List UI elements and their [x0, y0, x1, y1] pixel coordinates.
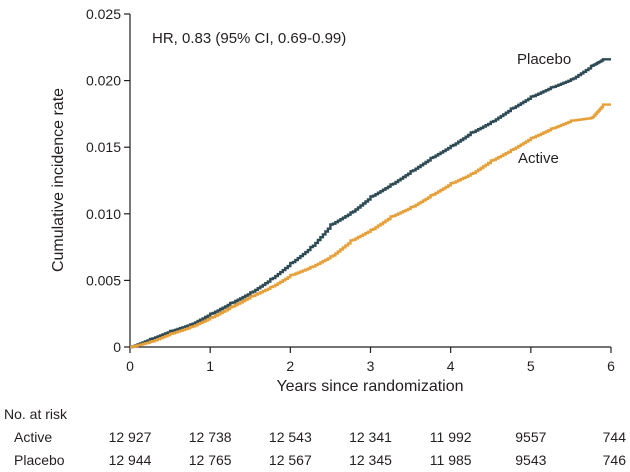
risk-value-placebo: 746 — [603, 452, 627, 468]
x-tick-label: 6 — [607, 358, 615, 374]
risk-value-placebo: 12 765 — [189, 452, 232, 468]
y-tick-label: 0 — [113, 339, 121, 355]
series-line-placebo — [130, 58, 611, 349]
risk-value-placebo: 12 345 — [349, 452, 392, 468]
x-tick-label: 1 — [206, 358, 214, 374]
risk-value-active: 12 927 — [109, 429, 152, 445]
risk-value-placebo: 12 567 — [269, 452, 312, 468]
risk-value-active: 12 543 — [269, 429, 312, 445]
hazard-ratio-annotation: HR, 0.83 (95% CI, 0.69-0.99) — [152, 30, 346, 47]
y-axis-ticks: 0 0.005 0.010 0.015 0.020 0.025 — [86, 6, 130, 355]
y-tick-label: 0.010 — [86, 206, 121, 222]
risk-values: 12 927 12 738 12 543 12 341 11 992 9557 744 12 … — [109, 429, 627, 468]
risk-value-active: 12 341 — [349, 429, 392, 445]
x-tick-label: 4 — [447, 358, 455, 374]
risk-value-placebo: 11 985 — [430, 452, 472, 468]
series-label-placebo: Placebo — [517, 51, 571, 68]
plot-area: 0 0.005 0.010 0.015 0.020 0.025 0 1 2 3 4 5 6 — [86, 6, 615, 374]
x-tick-label: 3 — [367, 358, 375, 374]
risk-value-active: 744 — [603, 429, 627, 445]
y-tick-label: 0.025 — [86, 6, 121, 22]
y-axis-title: Cumulative incidence rate — [50, 88, 67, 272]
y-tick-label: 0.015 — [86, 139, 121, 155]
number-at-risk-heading: No. at risk — [4, 406, 68, 422]
risk-value-placebo: 12 944 — [109, 452, 152, 468]
risk-value-active: 9557 — [515, 429, 546, 445]
x-tick-label: 5 — [527, 358, 535, 374]
x-axis-ticks: 0 1 2 3 4 5 6 — [126, 347, 615, 374]
risk-value-active: 12 738 — [189, 429, 232, 445]
number-at-risk-table: No. at risk Active Placebo 12 927 12 738 1… — [4, 406, 626, 468]
risk-value-placebo: 9543 — [515, 452, 546, 468]
x-tick-label: 0 — [126, 358, 134, 374]
risk-value-active: 11 992 — [430, 429, 472, 445]
risk-row-label-active: Active — [14, 429, 52, 445]
y-tick-label: 0.005 — [86, 272, 121, 288]
series-lines — [130, 58, 611, 349]
series-label-active: Active — [518, 150, 559, 167]
x-axis-title: Years since randomization — [276, 378, 463, 395]
y-tick-label: 0.020 — [86, 73, 121, 89]
x-tick-label: 2 — [286, 358, 294, 374]
series-line-active — [130, 103, 611, 349]
risk-row-label-placebo: Placebo — [14, 452, 65, 468]
